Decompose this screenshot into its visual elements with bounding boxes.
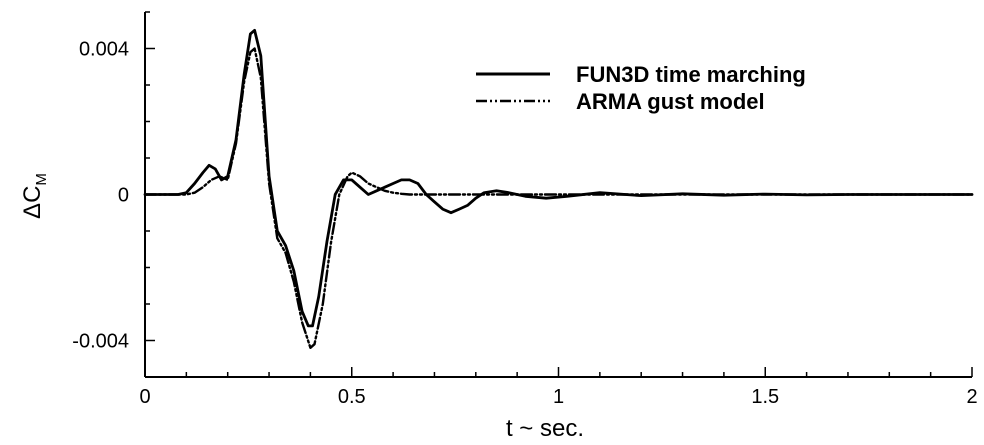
y-axis-title: ΔCM <box>19 173 50 219</box>
x-tick-label: 0.5 <box>338 386 366 408</box>
legend-label-arma: ARMA gust model <box>576 89 765 114</box>
y-tick-label: 0.004 <box>79 39 129 61</box>
series-layer <box>143 28 974 349</box>
legend: FUN3D time marching ARMA gust model <box>476 62 806 114</box>
axis-ticks: 0 0.5 1 1.5 2 -0.004 0 0.004 <box>72 11 978 408</box>
x-tick-label: 2 <box>966 386 977 408</box>
x-tick-label: 1 <box>553 386 564 408</box>
y-axis-title-main: ΔC <box>19 186 46 219</box>
x-axis-title: t ~ sec. <box>506 415 584 442</box>
x-tick-label: 0 <box>139 386 150 408</box>
y-axis-title-group: ΔCM <box>19 173 50 219</box>
y-tick-label: -0.004 <box>72 331 129 353</box>
y-axis-title-subscript: M <box>33 173 50 186</box>
y-tick-label: 0 <box>118 185 129 207</box>
x-tick-label: 1.5 <box>751 386 779 408</box>
series-line-arma <box>143 47 974 349</box>
legend-label-fun3d: FUN3D time marching <box>576 62 806 87</box>
